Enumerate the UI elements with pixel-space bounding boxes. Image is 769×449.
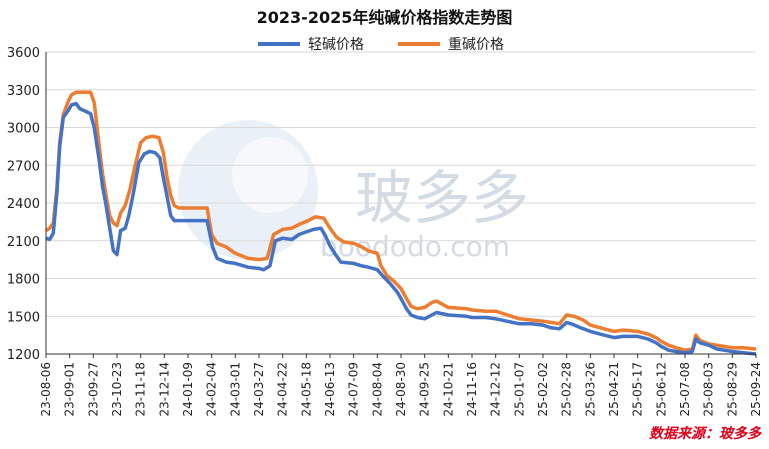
chart-title: 2023-2025年纯碱价格指数走势图	[256, 8, 513, 27]
y-tick-label: 2700	[7, 159, 40, 174]
x-tick-label: 25-02-02	[536, 362, 550, 416]
legend-swatch-dense-soda	[398, 42, 440, 46]
x-tick-label: 25-02-28	[560, 362, 574, 416]
x-tick-label: 24-05-18	[299, 362, 313, 416]
x-tick-label: 24-07-09	[347, 362, 361, 416]
x-tick-label: 25-01-07	[512, 362, 526, 416]
x-tick-label: 25-03-26	[583, 362, 597, 416]
x-tick-label: 24-08-04	[370, 362, 384, 416]
series-line-light-soda	[45, 101, 757, 356]
watermark-text-cn: 玻多多	[355, 164, 529, 232]
legend-item-light-soda: 轻碱价格	[258, 34, 364, 54]
watermark-logo-inner	[232, 137, 308, 213]
y-tick-label: 1500	[7, 310, 40, 325]
x-tick-label: 23-08-06	[39, 362, 53, 416]
x-tick-label: 24-11-16	[465, 362, 479, 416]
x-tick-label: 25-04-21	[607, 362, 621, 416]
x-tick-label: 23-09-01	[63, 362, 77, 416]
series-line-dense-soda	[45, 90, 757, 352]
x-tick-label: 24-01-09	[181, 362, 195, 416]
chart-legend: 轻碱价格 重碱价格	[258, 34, 504, 54]
source-note: 数据来源：玻多多	[649, 426, 761, 442]
y-tick-label: 1800	[7, 273, 40, 288]
x-tick-label: 23-12-14	[157, 362, 171, 416]
y-tick-label: 1200	[7, 348, 40, 363]
y-tick-label: 3000	[7, 122, 40, 137]
x-tick-label: 24-02-04	[205, 362, 219, 416]
x-tick-label: 25-07-08	[678, 362, 692, 416]
y-tick-label: 2400	[7, 197, 40, 212]
x-tick-label: 25-09-24	[749, 362, 763, 416]
x-tick-label: 25-05-17	[631, 362, 645, 416]
legend-label-light-soda: 轻碱价格	[308, 37, 364, 53]
x-tick-label: 23-10-23	[110, 362, 124, 416]
y-tick-label: 2100	[7, 235, 40, 250]
legend-swatch-light-soda	[258, 42, 300, 46]
x-tick-label: 25-08-03	[702, 362, 716, 416]
y-tick-label: 3600	[7, 46, 40, 61]
x-tick-label: 24-12-12	[489, 362, 503, 416]
x-tick-label: 24-03-27	[252, 362, 266, 416]
x-tick-label: 23-09-27	[86, 362, 100, 416]
x-tick-label: 24-08-30	[394, 362, 408, 416]
y-tick-label: 3300	[7, 84, 40, 99]
legend-item-dense-soda: 重碱价格	[398, 34, 504, 54]
x-tick-label: 24-10-21	[441, 362, 455, 416]
x-tick-label: 24-06-13	[323, 362, 337, 416]
x-tick-label: 25-06-12	[654, 362, 668, 416]
watermark-text-en: boododo.com	[320, 230, 510, 263]
legend-label-dense-soda: 重碱价格	[448, 37, 504, 53]
x-tick-label: 23-11-18	[134, 362, 148, 416]
x-tick-label: 24-09-25	[418, 362, 432, 416]
x-tick-label: 24-04-22	[276, 362, 290, 416]
x-tick-label: 25-08-29	[725, 362, 739, 416]
x-tick-label: 24-03-01	[228, 362, 242, 416]
